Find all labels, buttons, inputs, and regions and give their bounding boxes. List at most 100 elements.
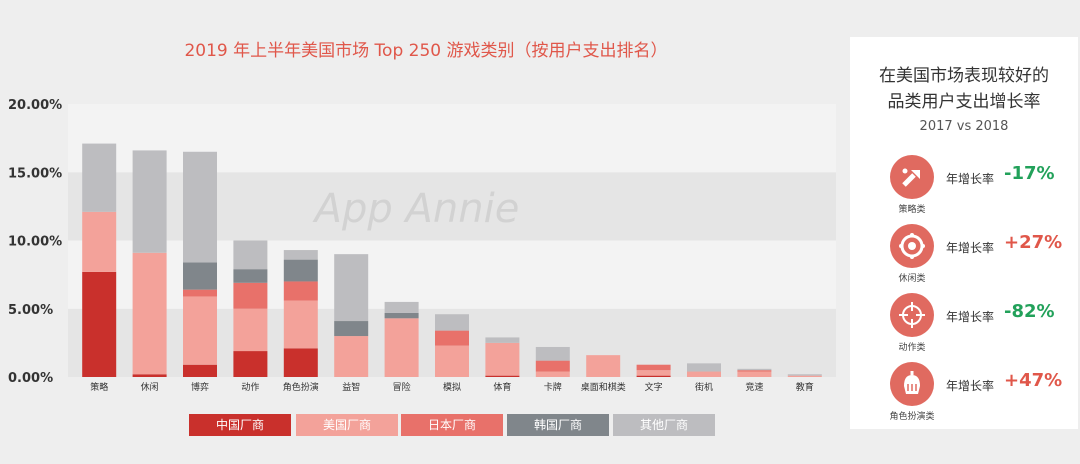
bar-segment xyxy=(183,151,217,263)
rpg-helmet-icon xyxy=(890,362,934,406)
x-tick-label: 模拟 xyxy=(443,381,461,393)
x-tick-label: 博弈 xyxy=(191,381,209,393)
bar-segment xyxy=(233,240,268,270)
growth-value: -17% xyxy=(1004,163,1055,184)
bar-segment xyxy=(82,211,117,272)
growth-category: 动作类 xyxy=(898,343,926,353)
x-tick-label: 教育 xyxy=(796,381,814,393)
bar-segment xyxy=(485,337,520,343)
x-tick-label: 角色扮演 xyxy=(283,381,319,393)
bar-segment xyxy=(334,336,369,377)
growth-category: 休闲类 xyxy=(898,274,926,284)
bar-segment xyxy=(535,346,570,361)
bar-segment xyxy=(737,370,772,372)
bar-segment xyxy=(82,143,117,212)
bar-segment xyxy=(636,364,671,371)
bar-segment xyxy=(233,351,268,377)
bar-segment xyxy=(485,342,520,376)
growth-item-rpg: 角色扮演类 年增长率 +47% xyxy=(888,362,1078,426)
bar-segment xyxy=(787,375,822,377)
strategy-icon xyxy=(890,155,934,199)
growth-label: 年增长率 xyxy=(946,379,995,393)
side-panel-title-line1: 在美国市场表现较好的 xyxy=(879,66,1049,86)
bar-segment xyxy=(636,370,671,376)
bar-segment xyxy=(132,252,167,375)
growth-item-strategy: 策略类 年增长率 -17% xyxy=(888,155,1078,219)
bar-segment xyxy=(183,364,217,377)
y-tick-label: 20.00% xyxy=(8,98,62,113)
bar-segment xyxy=(233,308,268,352)
bar-segment xyxy=(787,374,822,376)
bar-segment xyxy=(687,363,721,372)
side-panel-subtitle: 2017 vs 2018 xyxy=(919,119,1009,134)
bar-segment xyxy=(82,271,117,377)
legend-item: 其他厂商 xyxy=(613,414,715,436)
bar-segment xyxy=(233,282,268,309)
bar-segment xyxy=(283,300,318,349)
growth-item-action: 动作类 年增长率 -82% xyxy=(888,293,1078,357)
side-panel-title-line2: 品类用户支出增长率 xyxy=(887,92,1041,112)
bar-segment xyxy=(636,375,671,377)
legend-item: 日本厂商 xyxy=(401,414,503,436)
growth-category: 角色扮演类 xyxy=(889,412,935,422)
bar-segment xyxy=(233,269,268,283)
bar-segment xyxy=(283,250,318,260)
x-tick-label: 冒险 xyxy=(393,381,411,393)
y-tick-label: 15.00% xyxy=(8,166,62,181)
growth-item-casual: 休闲类 年增长率 +27% xyxy=(888,224,1078,288)
bar-segment xyxy=(737,371,772,377)
growth-value: -82% xyxy=(1004,301,1055,322)
legend-item: 中国厂商 xyxy=(189,414,291,436)
bar-segment xyxy=(535,371,570,377)
y-tick-label: 10.00% xyxy=(8,235,62,250)
bar-segment xyxy=(435,345,469,377)
bar-segment xyxy=(183,296,217,365)
stacked-bar-chart: 0.00% 5.00% 10.00% 15.00% 20.00% App Annie 策略 休… xyxy=(8,98,822,393)
growth-value: +47% xyxy=(1004,370,1063,391)
bar-segment xyxy=(737,368,772,371)
bar-segment xyxy=(586,355,621,377)
x-tick-label: 策略 xyxy=(90,381,108,393)
bar-segment xyxy=(283,348,318,377)
y-tick-label: 5.00% xyxy=(8,303,53,318)
chart-title: 2019 年上半年美国市场 Top 250 游戏类别（按用户支出排名） xyxy=(184,41,668,61)
bar-segment xyxy=(384,301,419,313)
bar-segment xyxy=(687,371,721,377)
x-tick-label: 文字 xyxy=(645,381,663,393)
bar-segment xyxy=(435,330,469,346)
x-tick-label: 卡牌 xyxy=(544,381,562,393)
x-tick-label: 益智 xyxy=(342,381,360,393)
bar-segment xyxy=(132,150,167,253)
x-tick-label: 街机 xyxy=(695,381,713,393)
watermark-text: App Annie xyxy=(312,186,520,232)
bar-segment xyxy=(283,281,318,301)
side-panel-title: 在美国市场表现较好的 品类用户支出增长率 xyxy=(850,63,1078,115)
bar-segment xyxy=(132,374,167,377)
bar-segment xyxy=(535,360,570,372)
bar-segment xyxy=(283,259,318,282)
x-tick-label: 休闲 xyxy=(141,381,159,393)
casual-icon xyxy=(890,224,934,268)
bar-segment xyxy=(183,289,217,297)
y-tick-label: 0.00% xyxy=(8,371,53,386)
bar-segment xyxy=(183,262,217,290)
growth-label: 年增长率 xyxy=(946,172,995,186)
growth-category: 策略类 xyxy=(898,205,926,215)
action-crosshair-icon xyxy=(890,293,934,337)
x-tick-label: 竞速 xyxy=(745,381,763,393)
chart-panel: 2019 年上半年美国市场 Top 250 游戏类别（按用户支出排名） 0.00… xyxy=(8,41,822,393)
bar-segment xyxy=(334,254,369,322)
x-tick-label: 桌面和棋类 xyxy=(581,381,626,393)
bar-segment xyxy=(435,314,469,331)
bar-segment xyxy=(485,375,520,377)
legend-item: 美国厂商 xyxy=(296,414,398,436)
bar-segment xyxy=(384,318,419,377)
bar-segment xyxy=(334,321,369,337)
bar-segment xyxy=(384,312,419,319)
x-tick-label: 体育 xyxy=(493,381,511,393)
x-tick-label: 动作 xyxy=(241,381,259,393)
growth-label: 年增长率 xyxy=(946,241,995,255)
legend-item: 韩国厂商 xyxy=(507,414,609,436)
growth-value: +27% xyxy=(1004,232,1063,253)
growth-label: 年增长率 xyxy=(946,310,995,324)
